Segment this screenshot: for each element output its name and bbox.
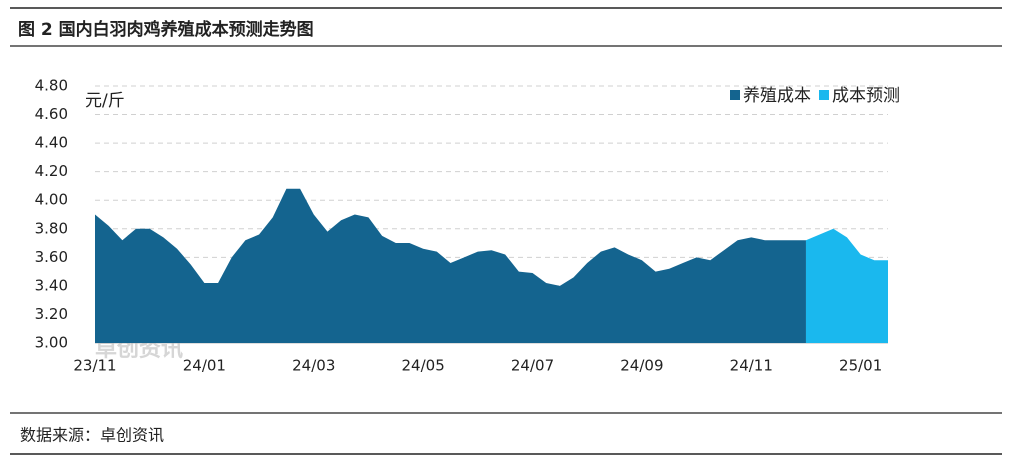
x-tick-label: 24/03 [292,357,335,375]
source: 数据来源：卓创资讯 [20,426,164,445]
x-tick-label: 24/09 [620,357,663,375]
y-tick-label: 4.00 [35,191,68,209]
y-tick-label: 4.40 [35,134,68,152]
y-unit: 元/斤 [85,91,125,111]
y-tick-label: 3.20 [35,305,68,323]
y-tick-label: 4.80 [35,77,68,95]
x-tick-label: 24/05 [402,357,445,375]
x-tick-label: 24/01 [183,357,226,375]
y-tick-label: 3.00 [35,334,68,352]
y-tick-label: 4.20 [35,162,68,180]
y-tick-label: 3.40 [35,276,68,294]
figure-title: 图 2 国内白羽肉鸡养殖成本预测走势图 [18,19,314,40]
area [805,228,888,343]
x-tick-label: 24/07 [511,357,554,375]
plot: 卓创资讯3.003.203.403.603.804.004.204.404.60… [35,77,900,375]
y-tick-label: 3.80 [35,219,68,237]
x-tick-label: 24/11 [730,357,773,375]
area [95,188,806,343]
y-tick-label: 3.60 [35,248,68,266]
y-tick-label: 4.60 [35,105,68,123]
legend-swatch [819,90,829,100]
x-tick-label: 25/01 [839,357,882,375]
legend-label: 成本预测 [832,86,900,106]
legend-swatch [730,90,740,100]
x-tick-label: 23/11 [73,357,116,375]
legend-label: 养殖成本 [743,86,811,106]
